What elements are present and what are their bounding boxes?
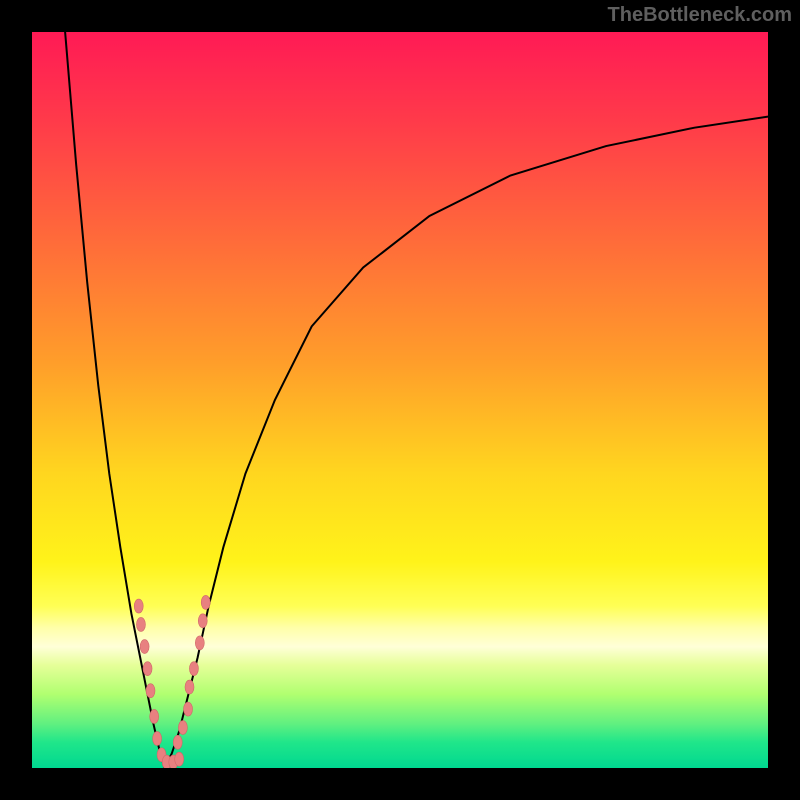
chart-frame: TheBottleneck.com <box>0 0 800 800</box>
data-marker <box>134 599 143 613</box>
data-marker <box>185 680 194 694</box>
data-marker <box>178 721 187 735</box>
plot-area <box>32 32 768 768</box>
data-marker <box>189 662 198 676</box>
data-marker <box>175 752 184 766</box>
data-marker <box>146 684 155 698</box>
gradient-background <box>32 32 768 768</box>
data-marker <box>140 640 149 654</box>
data-marker <box>153 732 162 746</box>
data-marker <box>173 735 182 749</box>
data-marker <box>136 617 145 631</box>
data-marker <box>184 702 193 716</box>
data-marker <box>198 614 207 628</box>
data-marker <box>150 709 159 723</box>
data-marker <box>143 662 152 676</box>
data-marker <box>195 636 204 650</box>
chart-svg <box>32 32 768 768</box>
data-marker <box>201 595 210 609</box>
attribution-text: TheBottleneck.com <box>608 4 792 27</box>
